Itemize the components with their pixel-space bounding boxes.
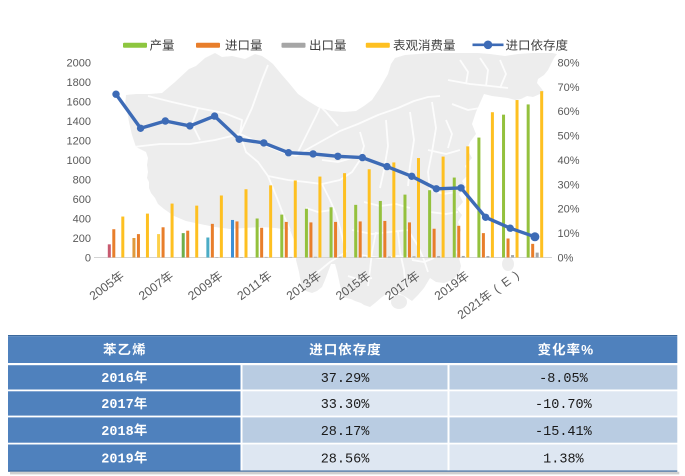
svg-text:50%: 50% (558, 131, 580, 143)
svg-text:2018: 2018 (101, 425, 133, 440)
svg-text:200: 200 (73, 233, 91, 245)
svg-text:2019: 2019 (101, 452, 133, 467)
svg-text:800: 800 (73, 174, 91, 186)
svg-text:2000: 2000 (67, 57, 91, 69)
svg-text:1600: 1600 (67, 96, 91, 108)
svg-text:28.17%: 28.17% (321, 425, 371, 440)
svg-text:-10.70%: -10.70% (535, 398, 593, 413)
svg-text:80%: 80% (558, 57, 580, 69)
svg-text:2017: 2017 (101, 398, 133, 413)
svg-text:1400: 1400 (67, 116, 91, 128)
svg-text:1000: 1000 (67, 155, 91, 167)
svg-text:400: 400 (73, 213, 91, 225)
svg-text:0: 0 (85, 252, 91, 264)
svg-text:33.30%: 33.30% (321, 398, 371, 413)
svg-text:600: 600 (73, 194, 91, 206)
svg-text:2016: 2016 (101, 372, 133, 387)
svg-text:30%: 30% (558, 179, 580, 191)
svg-text:%: % (581, 342, 593, 357)
svg-text:1200: 1200 (67, 135, 91, 147)
svg-text:70%: 70% (558, 82, 580, 94)
svg-text:37.29%: 37.29% (321, 372, 371, 387)
svg-text:0%: 0% (558, 252, 574, 264)
svg-text:40%: 40% (558, 155, 580, 167)
svg-text:10%: 10% (558, 228, 580, 240)
svg-text:60%: 60% (558, 106, 580, 118)
svg-text:-15.41%: -15.41% (535, 425, 593, 440)
svg-text:20%: 20% (558, 204, 580, 216)
svg-text:-8.05%: -8.05% (539, 372, 589, 387)
svg-text:1.38%: 1.38% (543, 452, 584, 467)
svg-text:28.56%: 28.56% (321, 452, 371, 467)
svg-text:1800: 1800 (67, 77, 91, 89)
